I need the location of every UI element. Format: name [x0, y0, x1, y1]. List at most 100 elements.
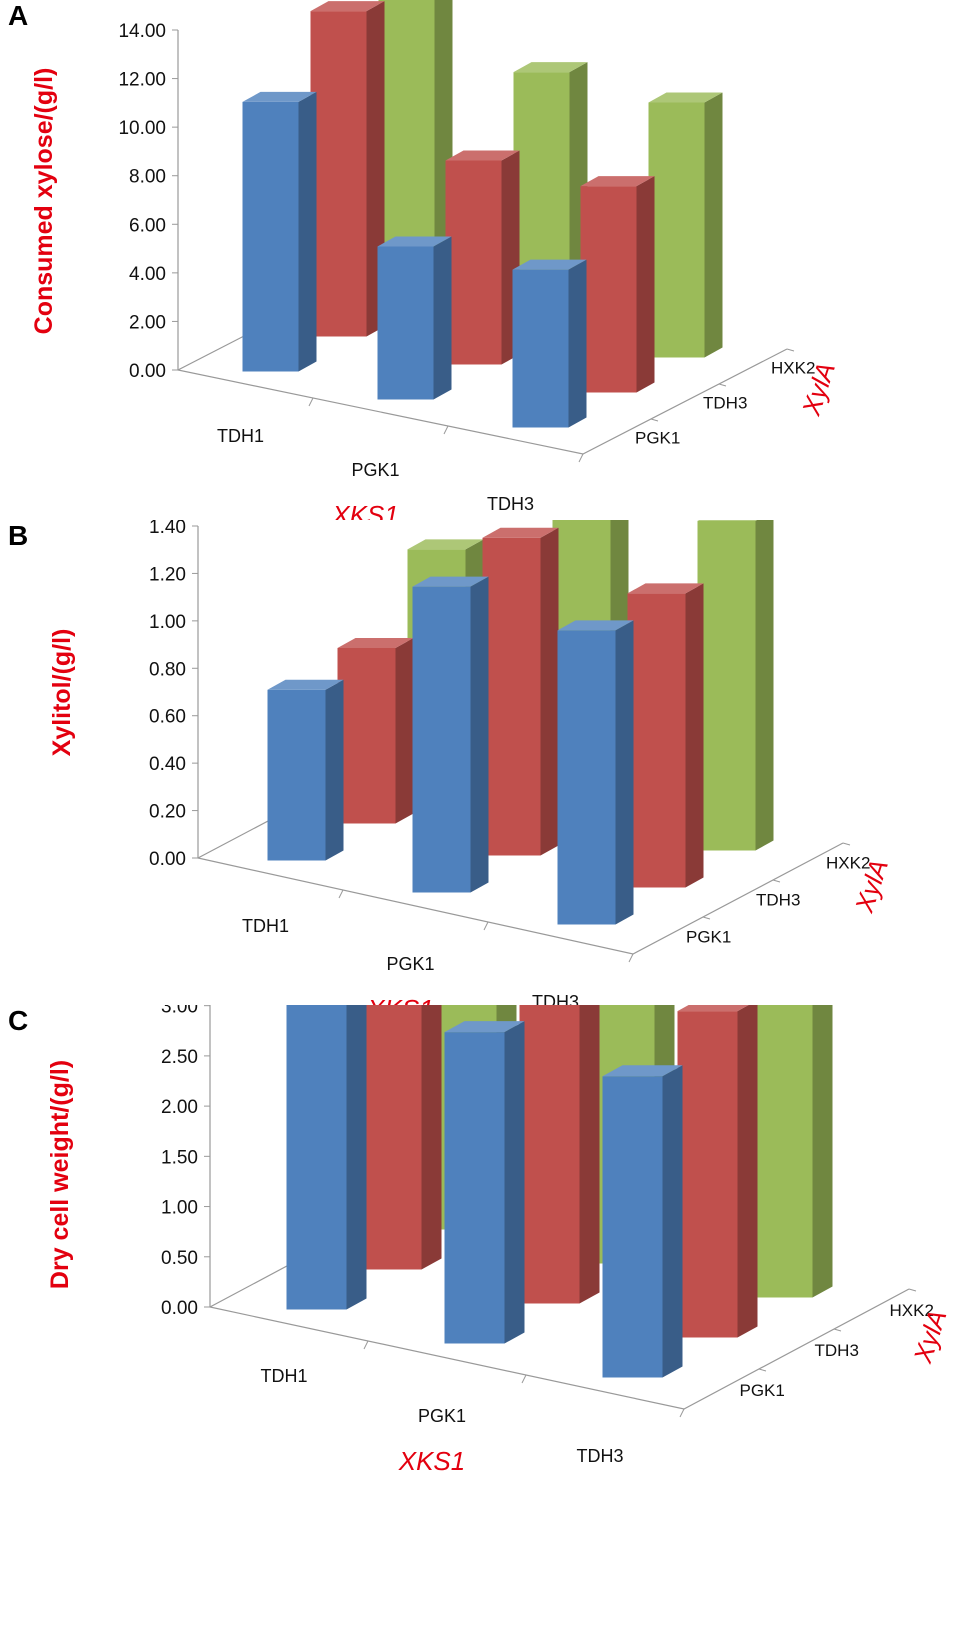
bar-side — [470, 576, 489, 893]
bar-top — [697, 520, 758, 521]
bar-front — [557, 630, 616, 925]
y-tick-label: 2.00 — [129, 312, 166, 333]
bar-tdh3-tdh1 — [310, 1, 385, 337]
z-tick-label: TDH3 — [703, 394, 747, 413]
z-tick — [772, 879, 781, 883]
panel-b: B 0.00 0.20 0.40 0.60 0.80 1.00 1.20 1.40 TDH1 PG… — [0, 520, 960, 1005]
chart-a-svg: 0.00 2.00 4.00 6.00 8.00 10.00 12.00 14.00 TDH1 P… — [30, 0, 841, 520]
z-tick-label: PGK1 — [740, 1381, 785, 1400]
x-tick — [443, 425, 449, 435]
bar-pgk1-pgk1 — [412, 576, 489, 893]
y-tick-label: 0.60 — [149, 707, 186, 728]
bars-group-a — [242, 0, 723, 428]
x-tick — [483, 921, 489, 931]
bar-front — [412, 586, 471, 893]
bar-side — [755, 520, 774, 851]
bar-front — [337, 648, 396, 824]
bar-front — [378, 0, 435, 302]
bar-side — [685, 583, 704, 888]
bar-front — [361, 1005, 422, 1270]
x-tick-label: TDH3 — [576, 1446, 623, 1466]
z-tick-label: HXK2 — [890, 1301, 934, 1320]
panel-letter-a: A — [8, 0, 29, 31]
bar-side — [346, 1005, 367, 1310]
bar-tdh3-tdh1 — [337, 638, 414, 824]
bar-top — [310, 1, 385, 12]
x-tick — [363, 1340, 369, 1350]
bar-pgk1-pgk1 — [377, 236, 452, 400]
y-tick-label: 4.00 — [129, 264, 166, 285]
bar-top — [482, 527, 559, 538]
y-tick-label: 14.00 — [118, 21, 166, 42]
z-tick — [833, 1328, 842, 1332]
bar-front — [444, 1032, 505, 1344]
bar-tdh3-pgk1 — [519, 1005, 600, 1304]
x-tick — [628, 953, 634, 963]
y-axis-title: Dry cell weight/(g/l) — [46, 1060, 74, 1289]
bar-top — [677, 1005, 749, 1012]
bar-tdh3-tdh3 — [580, 176, 655, 393]
x-tick-label: TDH3 — [487, 494, 534, 514]
x-tick — [578, 453, 584, 463]
bar-pgk1-tdh1 — [267, 679, 344, 861]
bar-side — [579, 1005, 600, 1304]
x-tick-label: PGK1 — [418, 1406, 466, 1426]
z-tick-label: PGK1 — [686, 928, 731, 947]
z-tick — [786, 348, 795, 352]
y-tick-label: 0.20 — [149, 802, 186, 823]
x-tick — [308, 397, 314, 407]
bar-top — [602, 1065, 683, 1077]
z-tick-label: HXK2 — [826, 854, 870, 873]
z-tick — [758, 1368, 767, 1372]
y-tick-label: 0.00 — [161, 1298, 198, 1319]
bars-group-c — [286, 1005, 833, 1378]
y-tick-label: 2.50 — [161, 1047, 198, 1068]
bar-side — [812, 1005, 833, 1298]
bar-front — [377, 246, 434, 400]
bar-side — [504, 1021, 525, 1344]
bar-side — [540, 527, 559, 856]
bar-side — [325, 679, 344, 861]
axes-group-c: 0.000.501.001.502.002.503.003.504.004.50… — [161, 1005, 934, 1466]
y-axis-title: Xylitol/(g/l) — [48, 629, 76, 757]
bar-hxk2-tdh3 — [752, 1005, 833, 1298]
x-tick — [521, 1374, 527, 1384]
bar-side — [298, 91, 317, 372]
z-tick — [908, 1288, 917, 1292]
y-tick-label: 6.00 — [129, 215, 166, 236]
y-tick-label: 1.00 — [149, 612, 186, 633]
bar-front — [677, 1011, 738, 1338]
x-axis-title: XKS1 — [366, 994, 434, 1005]
bar-front — [286, 1005, 347, 1310]
bar-top — [580, 176, 655, 187]
y-tick-label: 0.00 — [149, 849, 186, 870]
bar-side — [737, 1005, 758, 1338]
bar-top — [512, 259, 587, 270]
bar-side — [421, 1005, 442, 1270]
x-tick-label: TDH3 — [532, 992, 579, 1005]
bar-top — [337, 638, 414, 648]
z-tick — [650, 418, 659, 422]
bar-top — [267, 679, 344, 690]
bar-top — [412, 576, 489, 587]
bar-front — [580, 186, 637, 393]
bar-tdh3-pgk1 — [445, 150, 520, 365]
bars-group-b — [267, 520, 774, 925]
y-tick-label: 1.00 — [161, 1198, 198, 1219]
bar-side — [662, 1065, 683, 1378]
bar-top — [648, 92, 723, 103]
bar-front — [519, 1005, 580, 1304]
bar-top — [513, 62, 588, 73]
y-tick-label: 0.00 — [129, 361, 166, 382]
bar-top — [444, 1021, 525, 1033]
z-tick — [842, 842, 851, 846]
bar-front — [697, 520, 756, 851]
bar-front — [602, 1076, 663, 1378]
bar-hxk2-tdh3 — [697, 520, 774, 851]
panel-letter-c: C — [8, 1005, 29, 1036]
bar-pgk1-tdh3 — [602, 1065, 683, 1378]
y-axis-title: Consumed xylose/(g/l) — [30, 68, 58, 335]
y-tick-label: 12.00 — [118, 70, 166, 91]
x-tick-label: TDH1 — [260, 1366, 307, 1386]
y-tick-label: 10.00 — [118, 118, 166, 139]
